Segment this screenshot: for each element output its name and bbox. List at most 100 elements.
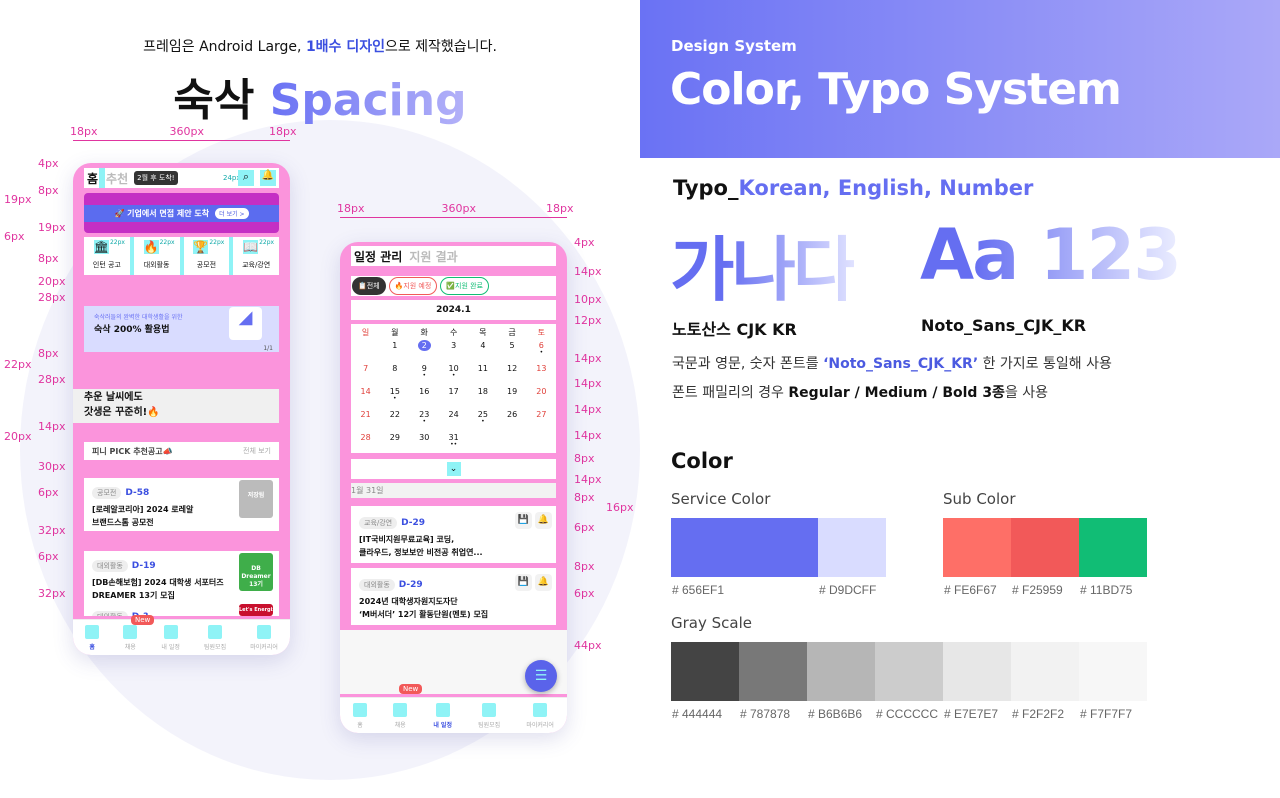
nav-item-team[interactable]: 팀원모집 xyxy=(478,702,501,729)
category-item[interactable]: 🏛 22px 인턴 공고 xyxy=(84,237,130,275)
typo-desc-2: 폰트 패밀리의 경우 Regular / Medium / Bold 3종을 사… xyxy=(672,382,1048,402)
calendar-day[interactable]: 13 xyxy=(527,361,556,384)
search-icon[interactable]: ⌕ xyxy=(238,170,254,186)
tab-schedule[interactable]: 일정 관리 xyxy=(354,249,403,264)
save-icon[interactable]: 💾 xyxy=(515,574,532,591)
see-all-link[interactable]: 전체 보기 xyxy=(243,447,271,455)
dimension-line xyxy=(91,140,272,141)
calendar-day[interactable]: 17 xyxy=(439,384,468,407)
calendar: 일 월 화 수 목 금 토 1 2 3 4 5 6 • 7 8 9 • 10 • 11 12 13 14 15 • 16 17 18 19… xyxy=(351,324,556,456)
calendar-day[interactable]: 23 • xyxy=(409,407,439,430)
calendar-day[interactable]: 6 • xyxy=(527,338,556,361)
filter-chip[interactable]: 🔥지원 예정 xyxy=(388,277,438,295)
calendar-day[interactable]: 29 xyxy=(380,430,409,453)
category-item[interactable]: 🔥 22px 대외활동 xyxy=(129,237,180,275)
pick-header: 피니 PICK 추천공고📣 전체 보기 xyxy=(84,442,279,460)
color-swatch xyxy=(818,518,886,577)
job-card[interactable]: 공모전 D-58 [로레알코리아] 2024 로레알 브랜드스톰 공모전 저장됨 xyxy=(84,478,279,531)
promo-card[interactable]: 숙삭러들의 완벽한 대학생활을 위한 숙삭 200% 활용법 ◢ 1/1 xyxy=(84,306,279,352)
bell-icon[interactable]: 🔔 xyxy=(535,574,552,591)
calendar-day[interactable]: 5 xyxy=(497,338,526,361)
calendar-day[interactable]: 24 xyxy=(439,407,468,430)
save-icon[interactable]: 💾 xyxy=(515,512,532,529)
spacing-label: 30px xyxy=(38,460,66,473)
hex-label: # FE6F67 xyxy=(944,583,997,597)
nav-item-home[interactable]: 홈 xyxy=(353,702,368,729)
calendar-day[interactable]: 31 •• xyxy=(439,430,468,453)
schedule-card[interactable]: 교육/강연 D-29 [IT국비지원무료교육] 코딩, 클라우드, 정보보안 비전공 … xyxy=(351,506,556,563)
calendar-day[interactable]: 18 xyxy=(468,384,497,407)
calendar-day[interactable]: 12 xyxy=(497,361,526,384)
nav-item-home[interactable]: 홈 xyxy=(85,624,100,651)
d-day: D-? xyxy=(132,612,149,616)
calendar-day[interactable]: 21 xyxy=(351,407,380,430)
calendar-day[interactable]: 22 xyxy=(380,407,409,430)
nav-item-calendar[interactable]: 내 일정 xyxy=(161,624,180,651)
calendar-day[interactable]: 8 xyxy=(380,361,409,384)
card-title: [IT국비지원무료교육] 코딩, xyxy=(359,535,455,544)
calendar-day[interactable]: 9 • xyxy=(409,361,439,384)
calendar-day[interactable]: 10 • xyxy=(439,361,468,384)
calendar-day[interactable]: 11 xyxy=(468,361,497,384)
color-heading: Color xyxy=(671,449,733,473)
nav-item-briefcase[interactable]: 채용 xyxy=(123,624,138,651)
nav-item-calendar[interactable]: 내 일정 xyxy=(433,702,452,729)
calendar-day[interactable]: 20 xyxy=(527,384,556,407)
calendar-day[interactable]: 3 xyxy=(439,338,468,361)
spacing-label: 14px xyxy=(574,352,602,365)
chevron-down-icon[interactable]: ⌄ xyxy=(446,462,461,476)
spacing-label: 32px xyxy=(38,524,66,537)
nav-label: 팀원모집 xyxy=(478,721,501,729)
spacing-label: 6px xyxy=(38,550,59,563)
calendar-day[interactable]: 1 xyxy=(380,338,409,361)
day-number: 13 xyxy=(536,364,547,373)
spacing-label: 6px xyxy=(4,230,25,243)
fab-list-button[interactable]: ☰ xyxy=(525,660,557,692)
font-name-ko: 노토산스 CJK KR xyxy=(672,320,797,339)
nav-item-profile[interactable]: 마이커리어 xyxy=(250,624,278,651)
job-card[interactable]: 대외활동 D-? Let's Energize xyxy=(84,602,279,616)
calendar-day[interactable]: 15 • xyxy=(380,384,409,407)
tab-results[interactable]: 지원 결과 xyxy=(409,249,458,264)
job-card[interactable]: 대외활동 D-19 [DB손해보험] 2024 대학생 서포터즈 DREAMER 13… xyxy=(84,551,279,604)
desc1-b: 한 가지로 통일해 사용 xyxy=(978,356,1112,372)
filter-chip[interactable]: 📋전체 xyxy=(352,277,386,295)
category-label: 교육/강연 xyxy=(242,261,271,269)
spacing-label: 14px xyxy=(574,473,602,486)
nav-item-briefcase[interactable]: 채용 xyxy=(393,702,408,729)
nav-item-profile[interactable]: 마이커리어 xyxy=(526,702,554,729)
tab-recommend[interactable]: 추천 xyxy=(106,171,129,186)
home-icon xyxy=(85,624,100,639)
event-dot: • xyxy=(481,418,485,425)
calendar-day[interactable]: 28 xyxy=(351,430,380,453)
spacing-label: 14px xyxy=(574,429,602,442)
calendar-day[interactable]: 26 xyxy=(497,407,526,430)
schedule-card[interactable]: 대외활동 D-29 2024년 대학생자원지도자단 ‘M버서더’ 12기 활동단원(멘… xyxy=(351,568,556,625)
calendar-day[interactable]: 4 xyxy=(468,338,497,361)
calendar-day[interactable]: 14 xyxy=(351,384,380,407)
bell-icon[interactable]: 🔔 xyxy=(260,170,276,186)
calendar-day[interactable]: 19 xyxy=(497,384,526,407)
hex-label: # 11BD75 xyxy=(1080,583,1133,597)
calendar-day[interactable]: 27 xyxy=(527,407,556,430)
calendar-day[interactable]: 25 • xyxy=(468,407,497,430)
banner-more-button[interactable]: 더 보기 > xyxy=(215,208,249,219)
category-tag: 교육/강연 xyxy=(359,517,398,529)
calendar-day[interactable]: 16 xyxy=(409,384,439,407)
event-dot: • xyxy=(393,395,397,402)
nav-label: 팀원모집 xyxy=(204,643,227,651)
calendar-day[interactable]: 7 xyxy=(351,361,380,384)
nav-item-team[interactable]: 팀원모집 xyxy=(204,624,227,651)
hero-banner[interactable]: 추운 날씨에도 갓생은 꾸준히!🔥 xyxy=(73,389,279,423)
tab-home[interactable]: 홈 xyxy=(87,171,99,186)
calendar-day[interactable]: 2 xyxy=(409,338,439,361)
filter-chip[interactable]: ✅지원 완료 xyxy=(440,277,490,295)
bell-icon[interactable]: 🔔 xyxy=(535,512,552,529)
category-item[interactable]: 📖 22px 교육/강연 xyxy=(229,237,279,275)
interview-banner[interactable]: 🚀 기업에서 면접 제안 도착 더 보기 > xyxy=(84,205,279,222)
hex-label: # D9DCFF xyxy=(819,583,877,597)
category-item[interactable]: 🏆 22px 공모전 xyxy=(179,237,230,275)
calendar-day[interactable]: 30 xyxy=(409,430,439,453)
day-number: 20 xyxy=(536,387,547,396)
day-number: 18 xyxy=(477,387,488,396)
